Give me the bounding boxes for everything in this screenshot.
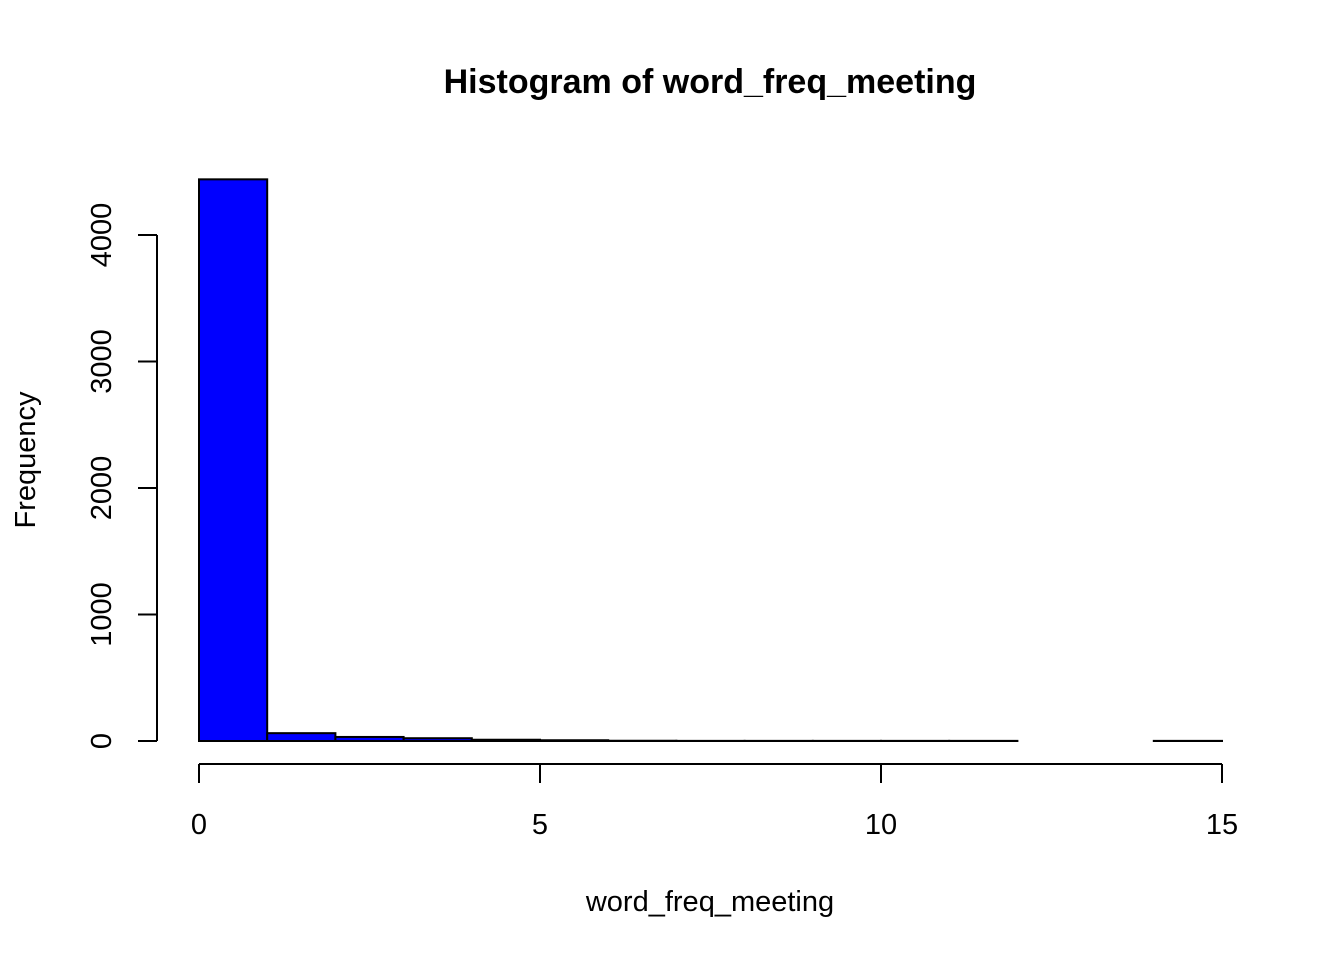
y-tick-label-1: 1000 — [86, 582, 118, 647]
y-axis: 0 1000 2000 3000 4000 — [86, 203, 158, 749]
bars-group — [198, 178, 1224, 743]
x-tick-label-0: 0 — [191, 809, 207, 841]
y-tick-label-0: 0 — [86, 733, 118, 749]
x-tick-label-3: 15 — [1206, 809, 1238, 841]
y-tick-label-4: 4000 — [86, 203, 118, 268]
histogram-bar-1 — [266, 732, 337, 742]
x-tick-label-2: 10 — [865, 809, 897, 841]
histogram-bar-5 — [539, 739, 610, 743]
histogram-bar-2 — [334, 735, 405, 743]
x-axis: 0 5 10 15 — [191, 763, 1238, 841]
y-axis-label: Frequency — [10, 391, 42, 529]
histogram-bar-3 — [402, 737, 473, 742]
y-tick-label-3: 3000 — [86, 329, 118, 394]
histogram-bar-0 — [198, 178, 269, 742]
x-tick-label-1: 5 — [532, 809, 548, 841]
y-tick-label-2: 2000 — [86, 456, 118, 521]
histogram-bar-4 — [470, 738, 541, 742]
x-axis-label: word_freq_meeting — [585, 886, 834, 918]
chart-title: Histogram of word_freq_meeting — [444, 63, 977, 101]
